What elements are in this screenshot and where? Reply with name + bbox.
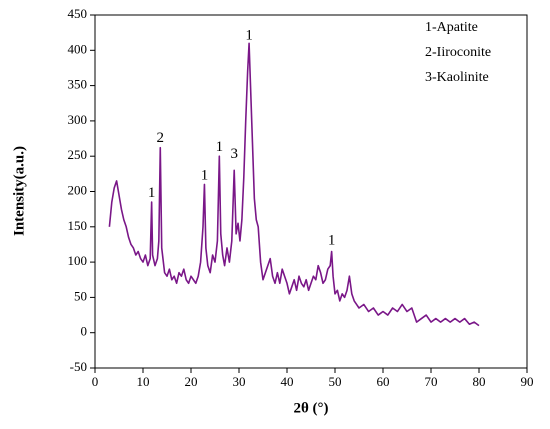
x-tick-label: 10 xyxy=(137,374,150,389)
y-tick-label: 100 xyxy=(68,253,88,268)
x-tick-label: 70 xyxy=(425,374,438,389)
x-tick-label: 30 xyxy=(233,374,246,389)
peak-label: 1 xyxy=(245,28,253,44)
y-tick-label: 0 xyxy=(81,324,88,339)
x-tick-label: 50 xyxy=(329,374,342,389)
x-tick-label: 20 xyxy=(185,374,198,389)
peak-label: 1 xyxy=(216,139,224,155)
peak-label: 1 xyxy=(148,185,156,201)
y-tick-label: -50 xyxy=(70,359,87,374)
x-axis-label: 2θ (°) xyxy=(293,400,328,416)
x-tick-label: 0 xyxy=(92,374,99,389)
y-tick-label: 150 xyxy=(68,218,88,233)
legend-text: 3-Kaolinite xyxy=(425,70,489,85)
y-tick-label: 350 xyxy=(68,77,88,92)
peak-label: 1 xyxy=(328,232,336,248)
y-tick-label: 450 xyxy=(68,6,88,21)
y-axis-label: Intensity(a.u.) xyxy=(11,146,27,236)
data-line xyxy=(108,42,480,327)
y-tick-label: 200 xyxy=(68,182,88,197)
y-tick-label: 50 xyxy=(74,288,87,303)
y-tick-label: 400 xyxy=(68,41,88,56)
x-tick-label: 80 xyxy=(473,374,486,389)
peak-label: 1 xyxy=(201,167,209,183)
x-tick-label: 40 xyxy=(281,374,294,389)
legend-text: 1-Apatite xyxy=(425,20,478,35)
legend-text: 2-Iiroconite xyxy=(425,45,491,60)
peak-label: 2 xyxy=(157,130,165,146)
y-tick-label: 250 xyxy=(68,147,88,162)
y-tick-label: 300 xyxy=(68,112,88,127)
peak-label: 3 xyxy=(230,146,238,162)
x-tick-label: 60 xyxy=(377,374,390,389)
x-tick-label: 90 xyxy=(521,374,534,389)
